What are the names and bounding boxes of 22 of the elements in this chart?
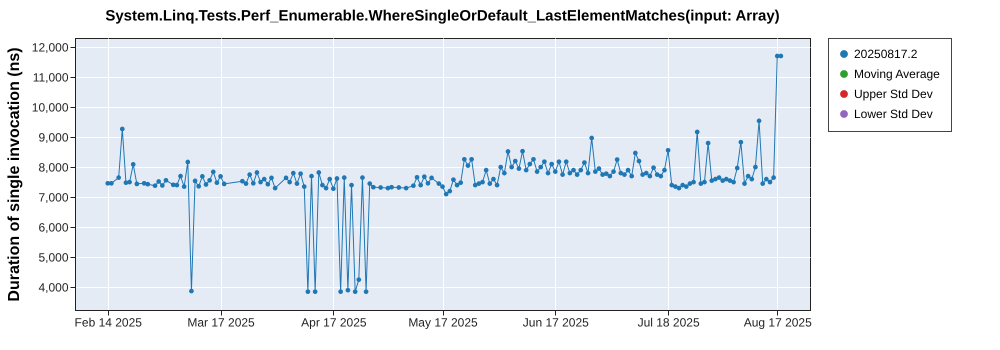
x-tick-label: Jun 17 2025: [522, 316, 590, 330]
y-tick-label: 9,000: [38, 130, 69, 145]
y-tick-label: 7,000: [38, 190, 69, 205]
y-axis-title: Duration of single invocation (ns): [6, 47, 23, 302]
legend-label: Lower Std Dev: [854, 107, 933, 121]
y-tick-label: 12,000: [32, 40, 69, 55]
x-tick-label: Apr 17 2025: [301, 316, 367, 330]
y-tick-label: 10,000: [32, 100, 69, 115]
legend-label: 20250817.2: [854, 47, 918, 61]
x-tick-label: Feb 14 2025: [74, 316, 142, 330]
x-tick-label: Mar 17 2025: [187, 316, 256, 330]
y-tick-label: 6,000: [38, 220, 69, 235]
legend-label: Upper Std Dev: [854, 87, 933, 101]
x-tick-label: Jul 18 2025: [638, 316, 700, 330]
y-tick-label: 8,000: [38, 160, 69, 175]
legend-label: Moving Average: [854, 67, 940, 81]
x-tick-label: Aug 17 2025: [744, 316, 812, 330]
chart-title: System.Linq.Tests.Perf_Enumerable.WhereSingleOrDefault_LastElementMatches(input: Array): [105, 8, 780, 24]
y-tick-label: 4,000: [38, 280, 69, 295]
x-tick-label: May 17 2025: [408, 316, 478, 330]
y-tick-label: 5,000: [38, 250, 69, 265]
y-tick-label: 11,000: [32, 70, 69, 85]
